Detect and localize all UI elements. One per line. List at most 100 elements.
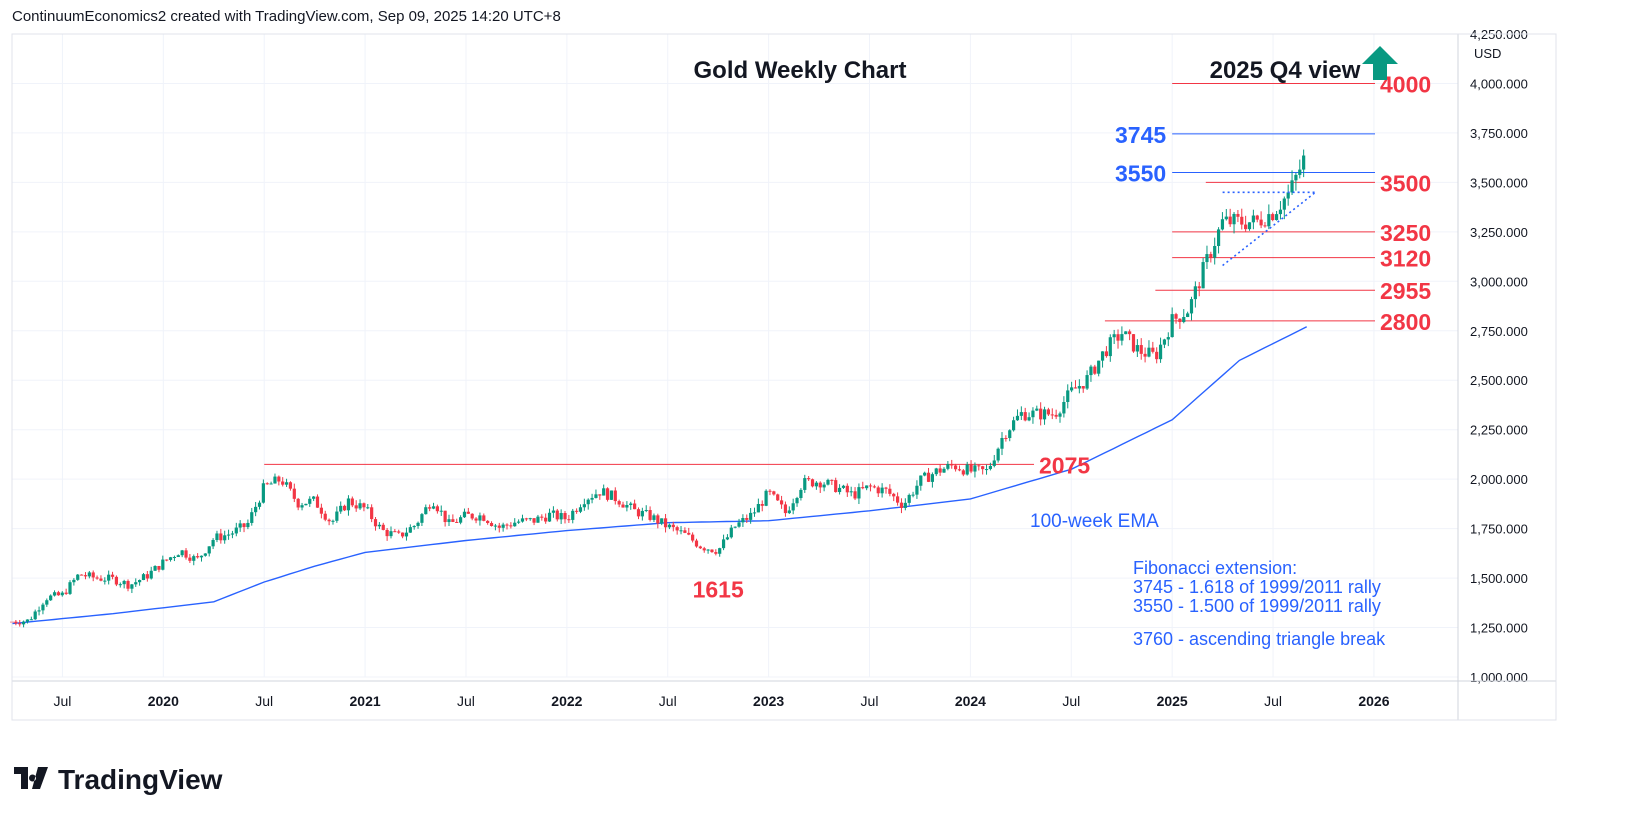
y-tick-label: 2,000.000 — [1470, 472, 1528, 487]
up-arrow-icon — [1362, 46, 1398, 80]
candle-body — [1298, 169, 1302, 175]
candle-body — [961, 470, 965, 475]
candle-body — [760, 504, 764, 506]
candle-body — [168, 557, 173, 560]
candle-body — [799, 489, 803, 499]
candle-body — [996, 448, 1000, 461]
candle-body — [284, 482, 289, 485]
candle-body — [470, 513, 474, 519]
candle-body — [578, 507, 583, 512]
candle-body — [992, 460, 996, 466]
candle-body — [1201, 262, 1205, 289]
candle-body — [420, 514, 424, 523]
candle-body — [439, 510, 443, 512]
y-tick-label: 1,750.000 — [1470, 522, 1528, 537]
candle-body — [822, 484, 826, 488]
candle-body — [254, 506, 258, 513]
y-tick-label: 3,750.000 — [1470, 126, 1528, 141]
level-label-2800: 2800 — [1380, 309, 1431, 335]
candle-body — [895, 496, 900, 503]
candle-body — [710, 549, 714, 553]
candle-body — [892, 493, 896, 497]
candle-body — [350, 498, 354, 506]
candle-body — [1155, 351, 1159, 360]
candle-body — [563, 513, 567, 520]
candle-body — [1112, 334, 1116, 338]
low-label: 1615 — [693, 576, 744, 602]
candle-body — [779, 500, 784, 505]
candle-body — [45, 600, 49, 605]
candle-body — [1197, 286, 1201, 289]
candle-body — [184, 550, 188, 558]
candle-body — [1050, 414, 1054, 416]
candle-body — [830, 479, 834, 481]
candle-body — [513, 522, 517, 527]
candle-body — [1046, 409, 1051, 415]
candle-body — [683, 530, 687, 533]
candle-body — [984, 469, 989, 471]
candle-body — [1143, 353, 1147, 357]
candle-body — [257, 502, 262, 507]
candle-body — [575, 510, 579, 512]
candle-body — [915, 485, 919, 495]
candle-body — [598, 494, 602, 496]
candle-body — [486, 520, 490, 523]
candle-body — [841, 485, 846, 488]
tradingview-logo-icon — [14, 765, 48, 796]
candle-body — [196, 556, 200, 558]
candle-body — [226, 534, 231, 536]
candle-body — [346, 498, 351, 511]
candle-body — [431, 506, 436, 509]
candle-body — [969, 464, 973, 472]
candle-body — [277, 476, 281, 482]
x-tick-label: Jul — [659, 693, 677, 709]
candle-body — [319, 507, 323, 514]
candle-body — [72, 579, 76, 583]
candle-body — [551, 510, 556, 513]
candle-body — [691, 534, 695, 541]
level-lines — [264, 82, 1375, 465]
candle-body — [404, 532, 409, 537]
candle-body — [416, 522, 420, 526]
x-tick-label: 2021 — [350, 693, 381, 709]
candle-body — [783, 504, 788, 514]
candle-body — [602, 488, 606, 496]
candle-body — [172, 557, 177, 559]
candle-body — [118, 584, 122, 586]
candle-body — [818, 482, 822, 488]
level-label-4000: 4000 — [1380, 71, 1431, 97]
candle-body — [555, 510, 559, 520]
fib-note-line: 3550 - 1.500 of 1999/2011 rally — [1133, 596, 1381, 616]
chart-subtitle: 2025 Q4 view — [1210, 57, 1361, 84]
candle-body — [586, 499, 590, 505]
candle-body — [1302, 155, 1306, 170]
candle-body — [91, 572, 95, 578]
candle-body — [648, 510, 652, 520]
candles — [10, 149, 1306, 628]
y-tick-label: 2,250.000 — [1470, 423, 1528, 438]
y-tick-label: 3,500.000 — [1470, 175, 1528, 190]
tradingview-logo[interactable]: TradingView — [14, 764, 222, 796]
candle-body — [397, 531, 401, 533]
candle-body — [540, 516, 544, 518]
candle-body — [1104, 351, 1109, 357]
candle-body — [335, 511, 339, 521]
candle-body — [366, 507, 370, 509]
candle-body — [675, 527, 679, 531]
ema-line — [11, 326, 1308, 625]
candle-body — [126, 580, 130, 589]
candle-body — [451, 519, 455, 522]
candle-body — [1004, 437, 1008, 439]
candle-body — [640, 510, 644, 517]
candle-body — [1193, 286, 1197, 300]
x-tick-label: 2024 — [955, 693, 986, 709]
candle-body — [1108, 337, 1112, 357]
candle-body — [1267, 214, 1271, 227]
fib-note-line: Fibonacci extension: — [1133, 558, 1297, 578]
candle-body — [899, 502, 904, 508]
candle-body — [296, 498, 300, 508]
candle-body — [342, 505, 347, 511]
candle-body — [234, 527, 238, 534]
level-label-2955: 2955 — [1380, 278, 1431, 304]
